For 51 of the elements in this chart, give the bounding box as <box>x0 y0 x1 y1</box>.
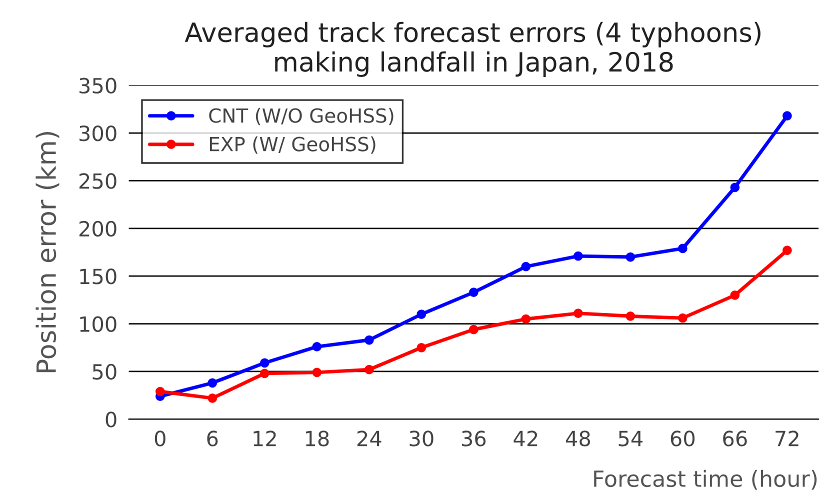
point <box>678 313 688 323</box>
y-tick-label: 100 <box>80 316 116 332</box>
x-tick-label: 48 <box>566 430 590 446</box>
point <box>416 342 426 352</box>
point <box>782 111 792 121</box>
point <box>468 324 478 334</box>
y-tick-label: 200 <box>79 220 116 237</box>
point <box>521 314 531 324</box>
x-tick-label: 12 <box>254 430 276 446</box>
legend-label: CNT (W/O GeoHSS) <box>209 108 394 126</box>
point <box>312 368 322 378</box>
point <box>155 386 165 396</box>
x-tick-label: 72 <box>776 430 798 446</box>
point <box>260 368 270 378</box>
point <box>416 310 426 319</box>
point <box>260 358 270 368</box>
point <box>208 394 218 403</box>
point <box>312 342 322 352</box>
y-tick-label: 300 <box>80 125 116 142</box>
x-tick-label: 36 <box>462 430 486 446</box>
point <box>521 262 531 272</box>
x-tick-label: 18 <box>306 430 329 446</box>
point <box>626 311 636 321</box>
legend-label: EXP (W/ GeoHSS) <box>210 136 376 154</box>
y-tick-label: 250 <box>79 173 116 189</box>
point <box>678 244 688 254</box>
x-tick-label: 54 <box>618 430 643 446</box>
y-tick-label: 0 <box>106 412 116 428</box>
y-tick-label: 150 <box>80 268 116 284</box>
point <box>573 251 583 261</box>
x-tick-label: 30 <box>410 430 434 446</box>
point <box>782 246 792 256</box>
x-tick-label: 42 <box>514 430 538 446</box>
x-tick-label: 66 <box>723 430 747 446</box>
x-tick-label: 24 <box>357 430 382 446</box>
y-tick-label: 350 <box>80 78 116 94</box>
x-tick-label: 60 <box>670 430 695 446</box>
point <box>208 378 218 388</box>
y-tick-label: 50 <box>92 364 116 380</box>
point <box>468 288 478 297</box>
point <box>364 364 374 374</box>
x-tick-label: 0 <box>154 430 166 446</box>
point <box>364 335 374 345</box>
point <box>573 308 583 318</box>
point <box>626 252 636 262</box>
y-axis-title: Position error (km) <box>36 132 60 372</box>
x-tick-label: 6 <box>207 430 218 446</box>
x-axis-title: Forecast time (hour) <box>594 470 817 490</box>
point <box>730 182 740 192</box>
point <box>730 290 740 300</box>
chart-title: Averaged track forecast errors (4 typhoons) making landfall in Japan, 2018 <box>184 22 760 77</box>
